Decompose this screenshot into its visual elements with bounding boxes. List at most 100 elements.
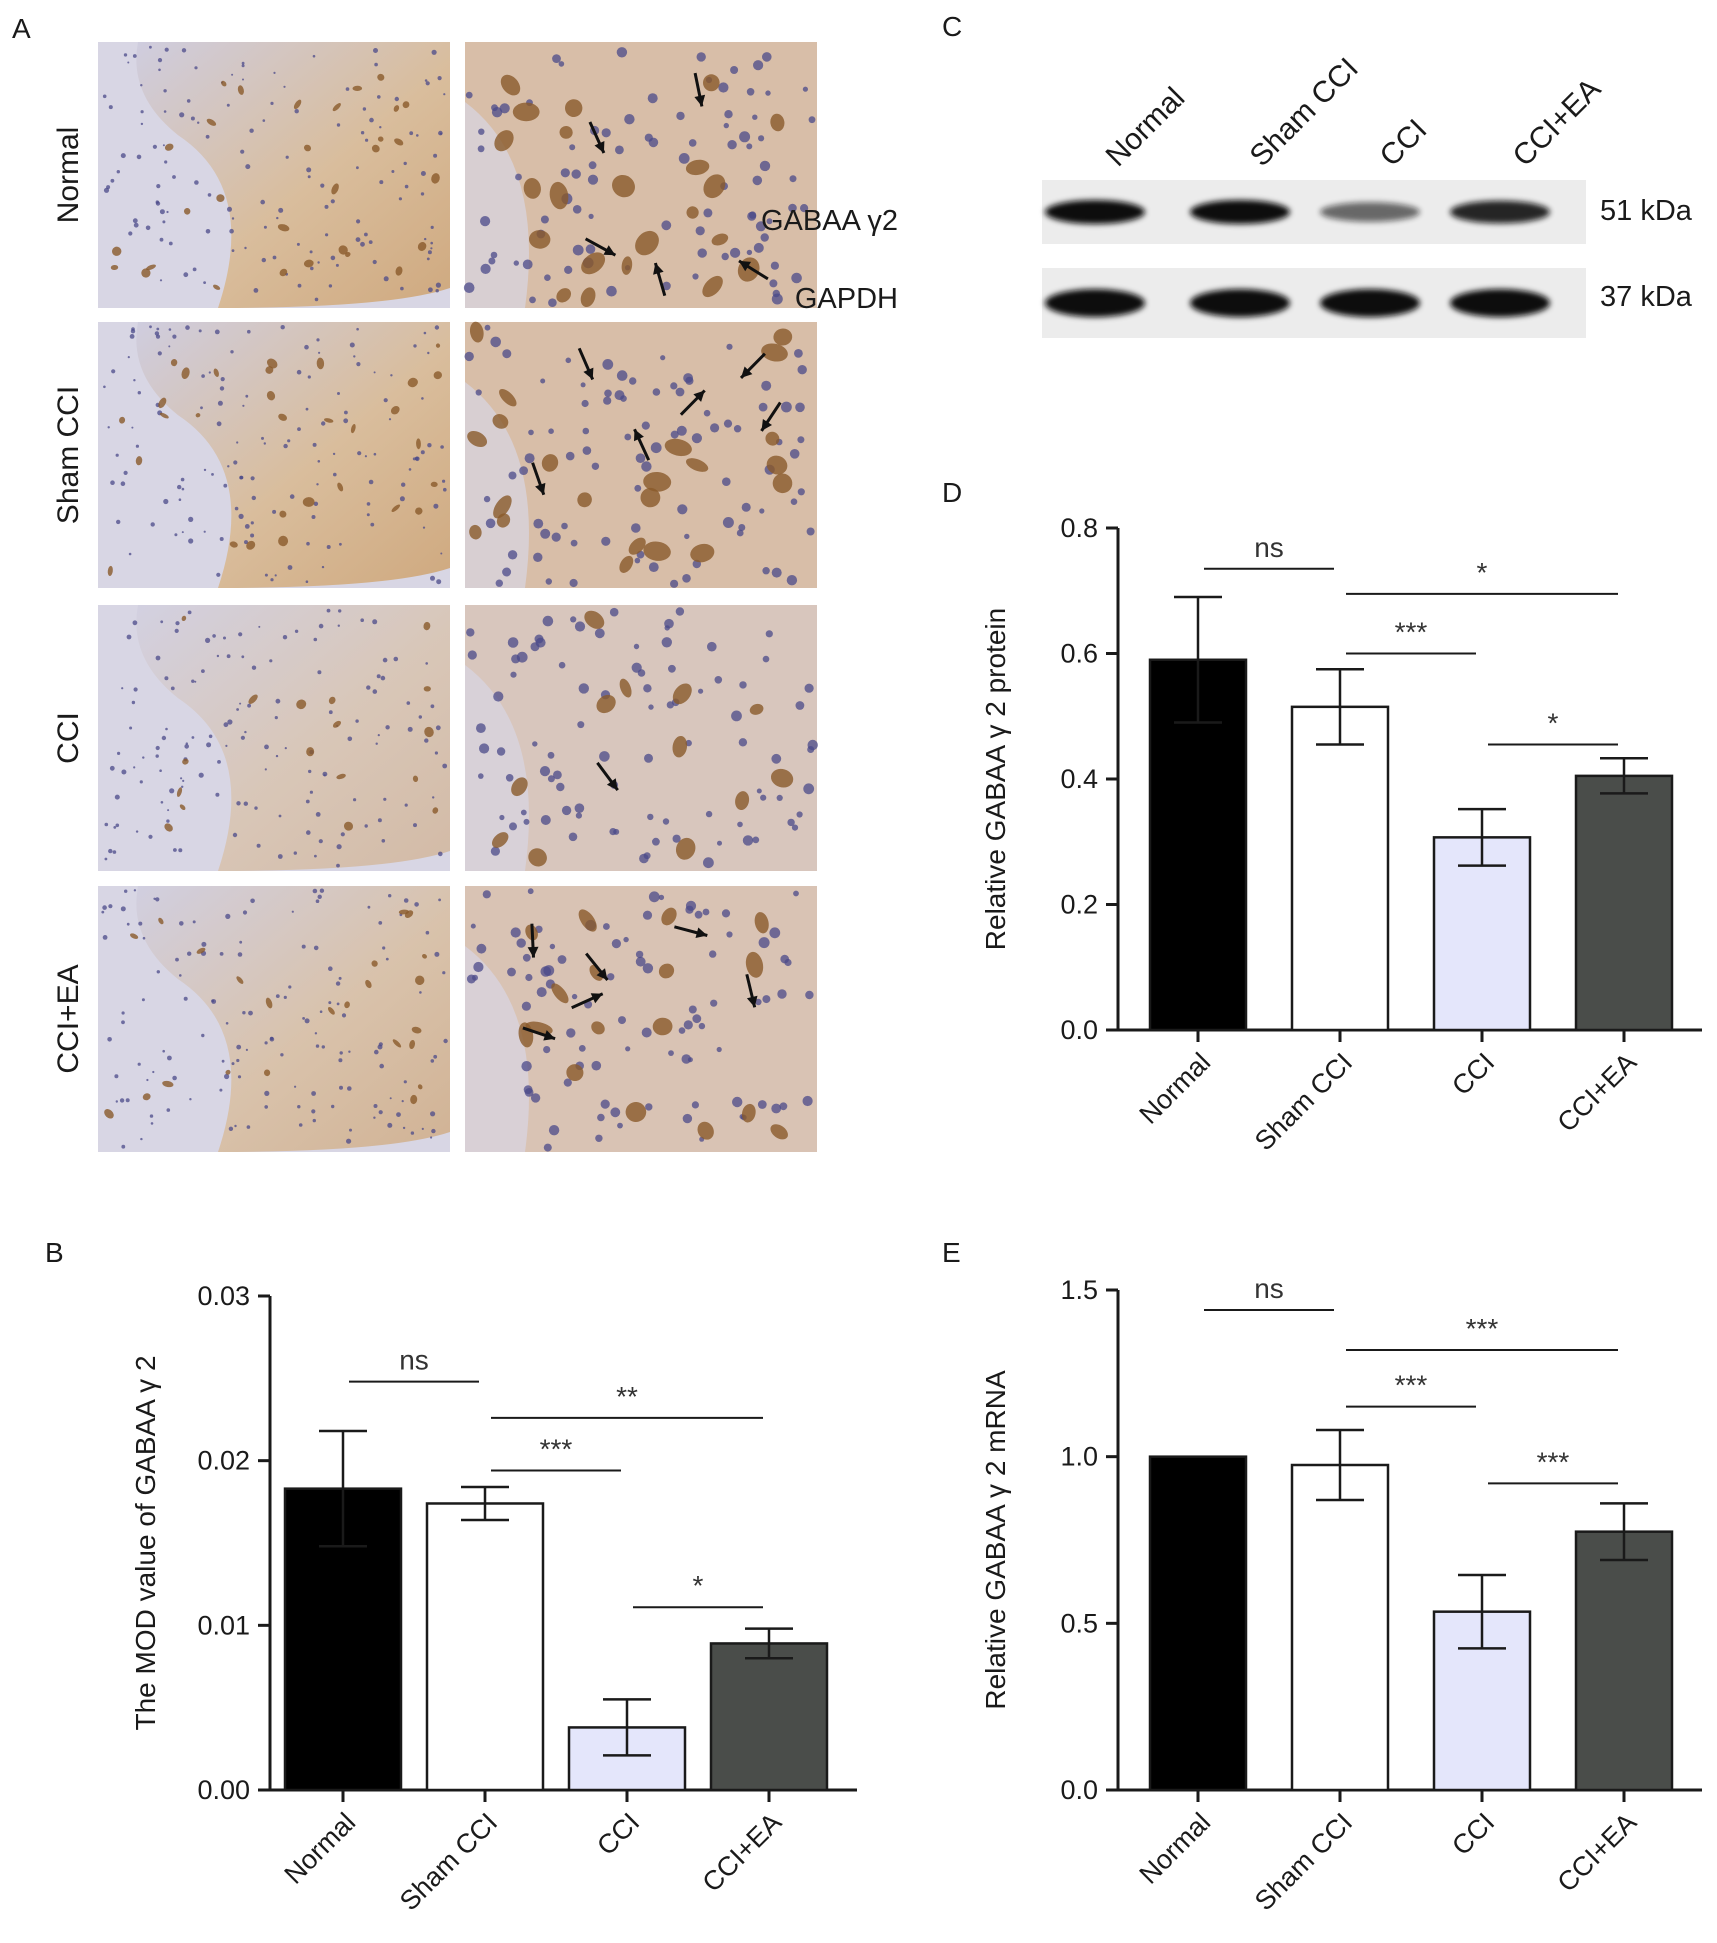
arrow-icon — [633, 428, 651, 461]
panel-a-micrographs: Normal Sham CCI CCI CCI+EA — [52, 42, 818, 1152]
category-label: CCI+EA — [1552, 1047, 1643, 1138]
row-label: Normal — [52, 127, 85, 224]
arrow-icon — [679, 389, 706, 416]
blot-label-gabaa: GABAA γ2 — [761, 205, 898, 237]
category-label: Normal — [1134, 1047, 1217, 1130]
row-label: CCI — [52, 712, 85, 764]
arrow-icon — [585, 952, 609, 982]
category-label: Sham CCI — [394, 1807, 503, 1916]
category-label: CCI — [591, 1807, 645, 1861]
category-label: Normal — [279, 1807, 362, 1890]
y-tick-label: 1.0 — [1060, 1442, 1098, 1472]
arrow-icon — [596, 761, 619, 791]
arrow-icon — [571, 992, 604, 1010]
blot-band — [1320, 289, 1420, 317]
panel-letter-a: A — [12, 13, 31, 44]
y-tick-label: 0.0 — [1060, 1015, 1098, 1045]
micrograph-high-mag — [465, 605, 818, 871]
arrow-icon — [693, 72, 706, 107]
lane-label-normal: Normal — [1100, 81, 1192, 173]
category-label: Normal — [1134, 1807, 1217, 1890]
y-tick-label: 0.5 — [1060, 1608, 1098, 1638]
chart-d: 0.0 0.2 0.4 0.6 0.8 Relative GABAA γ 2 protei… — [980, 513, 1702, 1156]
blot-band — [1450, 289, 1550, 317]
panel-c-western-blot: Normal Sham CCI CCI CCI+EA GABAA γ2 GAPD… — [761, 52, 1693, 338]
micrograph-low-mag — [98, 322, 450, 588]
significance-label: ns — [399, 1345, 429, 1376]
y-tick-label: 0.8 — [1060, 513, 1098, 543]
blot-band — [1320, 202, 1420, 222]
arrow-icon — [738, 259, 769, 281]
category-label: Sham CCI — [1249, 1047, 1358, 1156]
significance-label: * — [1548, 707, 1559, 738]
row-label: Sham CCI — [52, 386, 85, 524]
blot-band — [1450, 200, 1550, 224]
category-label: CCI — [1446, 1807, 1500, 1861]
micrograph-high-mag — [465, 886, 817, 1152]
y-tick-label: 0.0 — [1060, 1775, 1098, 1805]
y-tick-label: 0.6 — [1060, 639, 1098, 669]
category-label: CCI — [1446, 1047, 1500, 1101]
category-label: Sham CCI — [1249, 1807, 1358, 1916]
bar — [1574, 774, 1674, 1032]
significance-label: *** — [1395, 1370, 1428, 1401]
lane-label-sham-cci: Sham CCI — [1244, 52, 1365, 173]
arrow-icon — [674, 925, 708, 938]
lane-label-cci: CCI — [1374, 113, 1434, 173]
significance-label: ns — [1254, 1273, 1284, 1304]
panel-letter-d: D — [942, 477, 962, 508]
micrograph-high-mag — [463, 42, 817, 308]
panel-letter-b: B — [45, 1237, 64, 1268]
significance-label: * — [1477, 557, 1488, 588]
y-axis-title: Relative GABAA γ 2 protein — [980, 608, 1011, 950]
blot-size-gabaa: 51 kDa — [1600, 195, 1693, 227]
blot-band — [1190, 289, 1290, 317]
bar — [425, 1502, 545, 1792]
y-tick-label: 0.03 — [197, 1281, 250, 1311]
significance-label: *** — [1466, 1313, 1499, 1344]
blot-label-gapdh: GAPDH — [795, 283, 898, 315]
y-tick-label: 0.4 — [1060, 764, 1098, 794]
y-tick-label: 0.01 — [197, 1610, 250, 1640]
micrograph-low-mag — [98, 886, 450, 1152]
chart-e: 0.0 0.5 1.0 1.5 Relative GABAA γ 2 mRNA Norma… — [980, 1273, 1702, 1916]
category-label: CCI+EA — [697, 1807, 788, 1898]
blot-band — [1045, 289, 1145, 317]
arrow-icon — [527, 923, 539, 958]
blot-band — [1190, 200, 1290, 224]
significance-label: * — [693, 1570, 704, 1601]
blot-size-gapdh: 37 kDa — [1600, 281, 1693, 313]
chart-b: 0.00 0.01 0.02 0.03 The MOD value of GABAA γ… — [130, 1281, 857, 1916]
bar — [709, 1642, 829, 1792]
y-tick-label: 0.00 — [197, 1775, 250, 1805]
y-axis-title: The MOD value of GABAA γ 2 — [130, 1355, 161, 1730]
significance-label: *** — [540, 1434, 573, 1465]
y-tick-label: 1.5 — [1060, 1275, 1098, 1305]
y-tick-label: 0.02 — [197, 1446, 250, 1476]
arrow-icon — [760, 401, 782, 432]
arrow-icon — [531, 462, 546, 496]
arrow-icon — [739, 352, 766, 379]
micrograph-low-mag — [98, 605, 450, 871]
arrow-icon — [522, 1026, 556, 1041]
micrograph-high-mag — [464, 321, 817, 588]
category-label: CCI+EA — [1552, 1807, 1643, 1898]
significance-label: *** — [1537, 1446, 1570, 1477]
arrow-icon — [588, 121, 606, 154]
lane-label-cci-ea: CCI+EA — [1507, 72, 1608, 173]
bar — [1290, 705, 1390, 1032]
row-label: CCI+EA — [52, 964, 85, 1073]
arrow-icon — [653, 262, 667, 297]
bar — [1148, 1455, 1248, 1792]
significance-label: ** — [616, 1381, 638, 1412]
bar — [1290, 1463, 1390, 1792]
y-axis-title: Relative GABAA γ 2 mRNA — [980, 1370, 1011, 1710]
significance-label: ns — [1254, 532, 1284, 563]
blot-band — [1045, 200, 1145, 224]
arrow-icon — [745, 973, 758, 1008]
arrow-icon — [584, 237, 617, 257]
panel-letter-c: C — [942, 11, 962, 42]
panel-letter-e: E — [942, 1237, 961, 1268]
arrow-icon — [577, 347, 595, 381]
